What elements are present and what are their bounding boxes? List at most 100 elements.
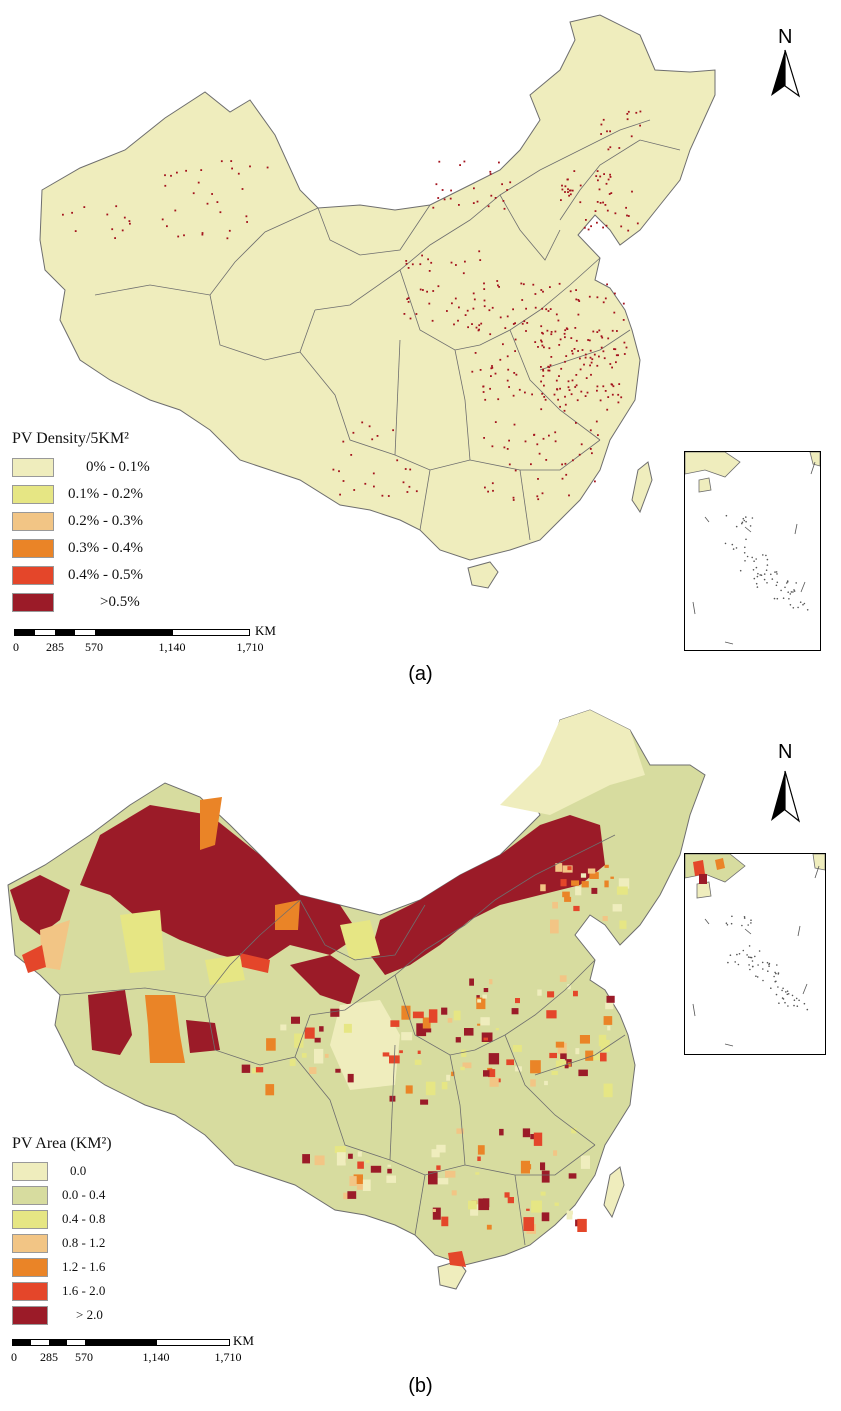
pv-site xyxy=(166,225,168,228)
pv-site xyxy=(540,366,542,368)
island-dot xyxy=(747,956,750,958)
pv-site xyxy=(602,118,605,121)
pv-site xyxy=(625,206,627,209)
pv-site xyxy=(636,222,639,225)
pv-site xyxy=(211,193,213,195)
pv-site xyxy=(428,270,431,272)
scale-ticks: 0 285 570 1,140 1,710 xyxy=(11,1346,292,1364)
pv-site xyxy=(508,386,510,388)
region-1-2-1-6 xyxy=(200,797,222,850)
pv-area-cell xyxy=(504,1192,510,1198)
pv-site xyxy=(508,463,511,466)
pv-area-cell xyxy=(468,1200,477,1210)
pv-site xyxy=(564,403,567,406)
island-dot xyxy=(802,603,804,606)
pv-area-cell xyxy=(555,1060,567,1068)
pv-site xyxy=(596,170,599,172)
pv-site xyxy=(596,221,598,224)
pv-area-cell xyxy=(456,1128,464,1134)
region-gt2 xyxy=(88,990,132,1055)
pv-site xyxy=(542,375,545,377)
pv-site xyxy=(540,380,542,383)
pv-site xyxy=(543,346,545,349)
pv-site xyxy=(597,434,599,436)
pv-site xyxy=(550,331,553,333)
pv-site xyxy=(128,220,131,222)
pv-area-cell xyxy=(241,1064,251,1073)
pv-site xyxy=(564,360,566,363)
pv-area-cell xyxy=(564,896,572,902)
region-0-4-0-8 xyxy=(120,910,165,973)
pv-site xyxy=(579,368,582,371)
pv-site xyxy=(612,385,615,388)
island-dot xyxy=(789,593,792,595)
pv-area-cell xyxy=(499,1128,504,1136)
pv-site xyxy=(627,229,630,232)
pv-site xyxy=(603,357,606,360)
island-dot xyxy=(765,569,768,571)
island-dot xyxy=(777,973,780,975)
pv-site xyxy=(545,308,548,311)
pv-site xyxy=(206,202,209,205)
island-dot xyxy=(746,954,748,956)
pv-site xyxy=(574,327,577,329)
pv-site xyxy=(609,173,611,176)
pv-site xyxy=(596,201,599,203)
pv-site xyxy=(555,379,558,382)
region-0-4-0-8 xyxy=(205,955,245,985)
pv-site xyxy=(498,161,500,164)
pv-area-cell xyxy=(523,1217,535,1231)
legend-label: 0.1% - 0.2% xyxy=(68,486,143,502)
pv-site xyxy=(589,364,591,367)
legend-entry: 0.4 - 0.8 xyxy=(12,1207,112,1231)
pv-area-cell xyxy=(436,1165,441,1170)
island-dot xyxy=(780,589,782,592)
pv-site xyxy=(579,201,582,204)
pv-site xyxy=(338,470,340,473)
pv-site xyxy=(407,267,410,269)
pv-area-cell xyxy=(349,1176,357,1186)
panel-b: N PV Area (KM²) 0.0 0.0 - 0.4 0.4 - 0.8 … xyxy=(0,705,841,1411)
pv-area-cell xyxy=(476,997,486,1010)
pv-area-cell xyxy=(603,1016,613,1025)
pv-site xyxy=(606,283,608,286)
pv-area-cell xyxy=(600,1052,607,1062)
pv-site xyxy=(544,398,547,401)
legend-entry: 0.2% - 0.3% xyxy=(12,508,150,535)
pv-site xyxy=(415,313,418,315)
island-dot xyxy=(786,990,789,992)
pv-site xyxy=(372,472,375,475)
pv-area-cell xyxy=(573,990,578,997)
pv-area-cell xyxy=(557,1042,567,1055)
pv-site xyxy=(548,366,551,369)
pv-site xyxy=(561,463,563,466)
pv-area-cell xyxy=(564,1064,569,1069)
pv-site xyxy=(514,350,516,352)
island-dot xyxy=(744,560,746,562)
island-dot xyxy=(734,961,736,963)
island-dot xyxy=(755,558,757,560)
island-dot xyxy=(746,555,749,558)
pv-site xyxy=(617,401,620,404)
pv-site xyxy=(596,389,598,392)
pv-site xyxy=(524,440,527,443)
island-dot xyxy=(782,597,785,599)
island-dot xyxy=(781,997,784,999)
pv-site xyxy=(361,421,364,424)
pv-site xyxy=(577,350,579,352)
island-dot xyxy=(792,591,794,593)
island-dot xyxy=(753,560,755,562)
island-dot xyxy=(793,590,796,592)
island-dot xyxy=(795,582,797,584)
legend-entry: 1.2 - 1.6 xyxy=(12,1255,112,1279)
pv-site xyxy=(596,385,599,388)
pv-area-cell xyxy=(530,1060,541,1074)
pv-site xyxy=(548,347,551,350)
pv-site xyxy=(504,327,507,329)
pv-site xyxy=(458,204,460,206)
pv-site xyxy=(491,365,493,367)
pv-site xyxy=(501,183,503,186)
pv-area-cell xyxy=(314,1037,321,1043)
pv-site xyxy=(241,188,244,190)
pv-area-cell xyxy=(451,1071,455,1077)
